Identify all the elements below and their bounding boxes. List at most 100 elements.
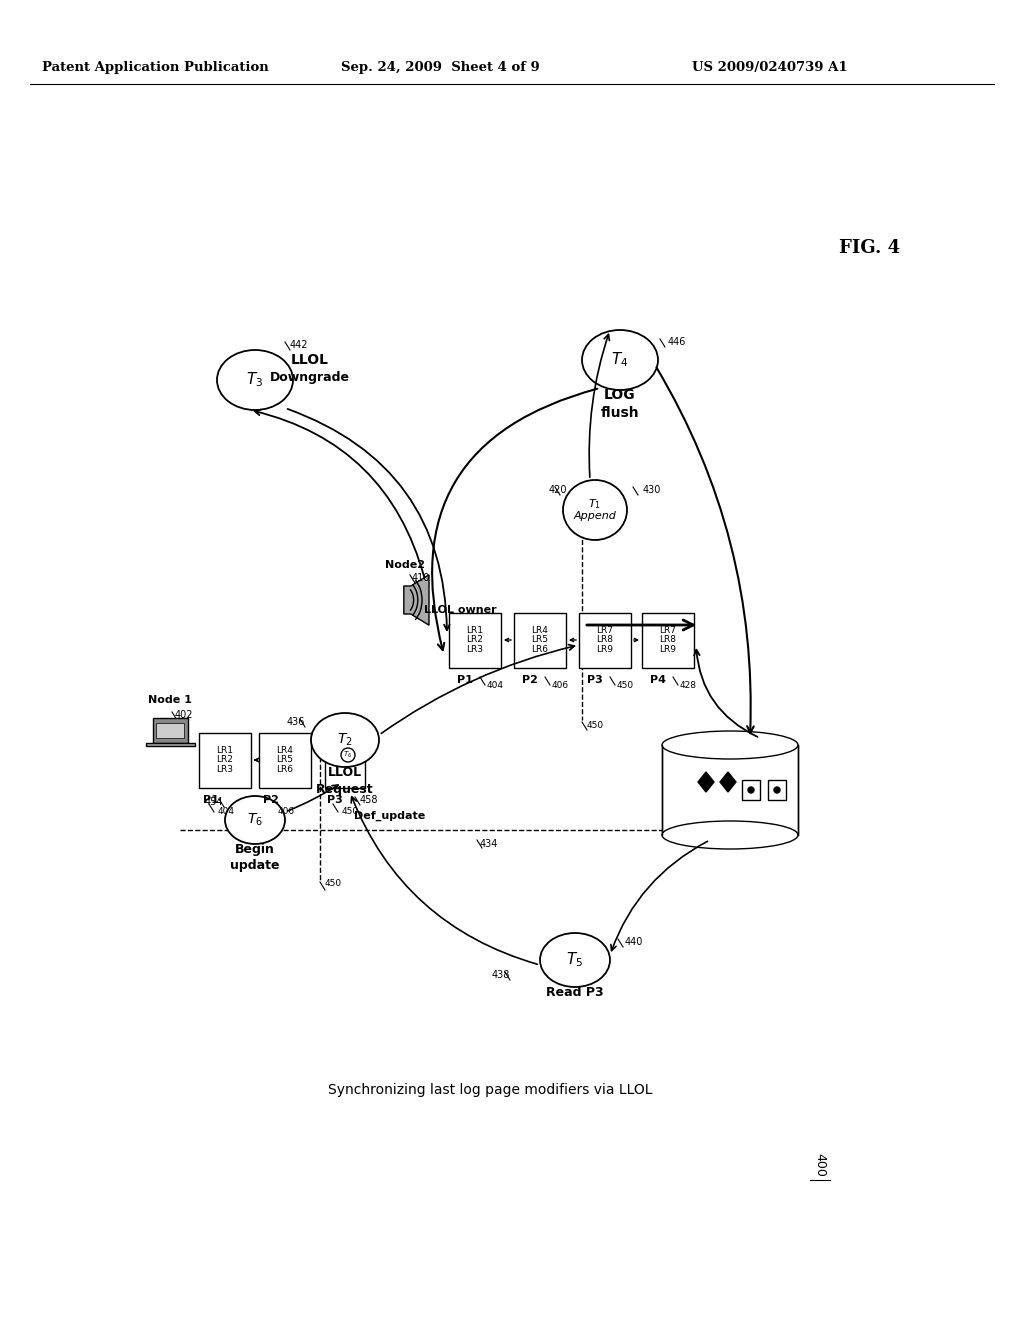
Text: 434: 434 — [480, 840, 499, 849]
Text: Synchronizing last log page modifiers via LLOL: Synchronizing last log page modifiers vi… — [328, 1082, 652, 1097]
Ellipse shape — [563, 480, 627, 540]
Ellipse shape — [217, 350, 293, 411]
Text: Read P3: Read P3 — [546, 986, 604, 999]
Text: $T_5$: $T_5$ — [566, 950, 584, 969]
Bar — [156, 722, 184, 738]
Text: P3: P3 — [327, 795, 343, 805]
Bar — [145, 742, 195, 746]
Text: 450: 450 — [325, 879, 342, 888]
Circle shape — [341, 748, 355, 762]
Text: $T_6$: $T_6$ — [247, 812, 263, 828]
Text: update: update — [230, 858, 280, 871]
Text: LR2: LR2 — [467, 635, 483, 644]
Text: Append: Append — [573, 511, 616, 521]
Text: $T_6$: $T_6$ — [343, 750, 352, 760]
Ellipse shape — [662, 821, 798, 849]
Text: Def_update: Def_update — [354, 810, 426, 821]
Text: Downgrade: Downgrade — [270, 371, 350, 384]
Text: LR6: LR6 — [531, 645, 549, 655]
Text: LR9: LR9 — [597, 645, 613, 655]
Text: LLOL owner: LLOL owner — [424, 605, 497, 615]
Text: Node 1: Node 1 — [148, 696, 191, 705]
Text: LR4: LR4 — [276, 746, 294, 755]
Text: 404: 404 — [487, 681, 504, 689]
Text: LR4: LR4 — [531, 626, 549, 635]
Bar — [449, 612, 501, 668]
Bar — [768, 780, 786, 800]
Text: 406: 406 — [552, 681, 569, 689]
Ellipse shape — [540, 933, 610, 987]
Text: P3: P3 — [587, 675, 603, 685]
Text: LR7: LR7 — [659, 626, 677, 635]
Bar — [199, 733, 251, 788]
Text: 410: 410 — [412, 573, 430, 583]
Text: 430: 430 — [643, 484, 662, 495]
Bar — [259, 733, 311, 788]
Polygon shape — [698, 772, 714, 792]
Circle shape — [748, 787, 754, 793]
Text: 446: 446 — [668, 337, 686, 347]
Text: P2: P2 — [522, 675, 538, 685]
Ellipse shape — [225, 796, 285, 843]
Text: Sep. 24, 2009  Sheet 4 of 9: Sep. 24, 2009 Sheet 4 of 9 — [341, 62, 540, 74]
Text: US 2009/0240739 A1: US 2009/0240739 A1 — [692, 62, 848, 74]
Text: LR1: LR1 — [467, 626, 483, 635]
Text: 450: 450 — [587, 721, 604, 730]
Text: P1: P1 — [457, 675, 473, 685]
Bar — [742, 780, 760, 800]
Text: LR6: LR6 — [276, 766, 294, 775]
Polygon shape — [720, 772, 736, 792]
Text: LR8: LR8 — [659, 635, 677, 644]
Text: LR3: LR3 — [467, 645, 483, 655]
Text: Begin: Begin — [236, 842, 274, 855]
Text: flush: flush — [601, 407, 639, 420]
Bar — [514, 612, 566, 668]
Text: $T_2$: $T_2$ — [337, 731, 353, 748]
Text: LR7: LR7 — [337, 755, 353, 764]
Text: LR1: LR1 — [216, 746, 233, 755]
Text: 402: 402 — [175, 710, 194, 719]
Text: 454: 454 — [205, 797, 223, 807]
Polygon shape — [403, 574, 429, 626]
Text: 440: 440 — [625, 937, 643, 946]
Bar — [642, 612, 694, 668]
Text: 400: 400 — [813, 1154, 826, 1177]
Text: LR5: LR5 — [531, 635, 549, 644]
Text: 420: 420 — [549, 484, 567, 495]
Text: FIG. 4: FIG. 4 — [840, 239, 900, 257]
Text: 450: 450 — [342, 808, 359, 817]
Text: Patent Application Publication: Patent Application Publication — [42, 62, 268, 74]
Text: 450: 450 — [617, 681, 634, 689]
Bar — [662, 744, 798, 836]
Text: $T_4$: $T_4$ — [611, 351, 629, 370]
Text: LR5: LR5 — [276, 755, 294, 764]
Text: 442: 442 — [290, 341, 308, 350]
Text: 436: 436 — [287, 717, 305, 727]
Text: LR9: LR9 — [659, 645, 677, 655]
Circle shape — [774, 787, 780, 793]
Text: P4: P4 — [650, 675, 666, 685]
Text: P2: P2 — [263, 795, 279, 805]
Text: 428: 428 — [680, 681, 697, 689]
Text: 406: 406 — [278, 808, 295, 817]
Text: LR3: LR3 — [216, 766, 233, 775]
Text: LR7: LR7 — [597, 626, 613, 635]
Bar — [579, 612, 631, 668]
Text: 404: 404 — [218, 808, 234, 817]
Text: LOG: LOG — [604, 388, 636, 403]
Text: LLOL: LLOL — [328, 767, 362, 780]
Text: Request: Request — [316, 783, 374, 796]
Text: P1: P1 — [203, 795, 219, 805]
Text: $T_3$: $T_3$ — [247, 371, 263, 389]
Text: Node2: Node2 — [385, 560, 425, 570]
Text: LLOL: LLOL — [291, 352, 329, 367]
Ellipse shape — [311, 713, 379, 767]
Ellipse shape — [662, 731, 798, 759]
Text: 458: 458 — [360, 795, 379, 805]
Text: $T_1$: $T_1$ — [589, 498, 601, 511]
Text: 438: 438 — [492, 970, 510, 979]
FancyBboxPatch shape — [153, 718, 187, 742]
Ellipse shape — [582, 330, 658, 389]
Text: LR2: LR2 — [216, 755, 233, 764]
Text: LR8: LR8 — [597, 635, 613, 644]
